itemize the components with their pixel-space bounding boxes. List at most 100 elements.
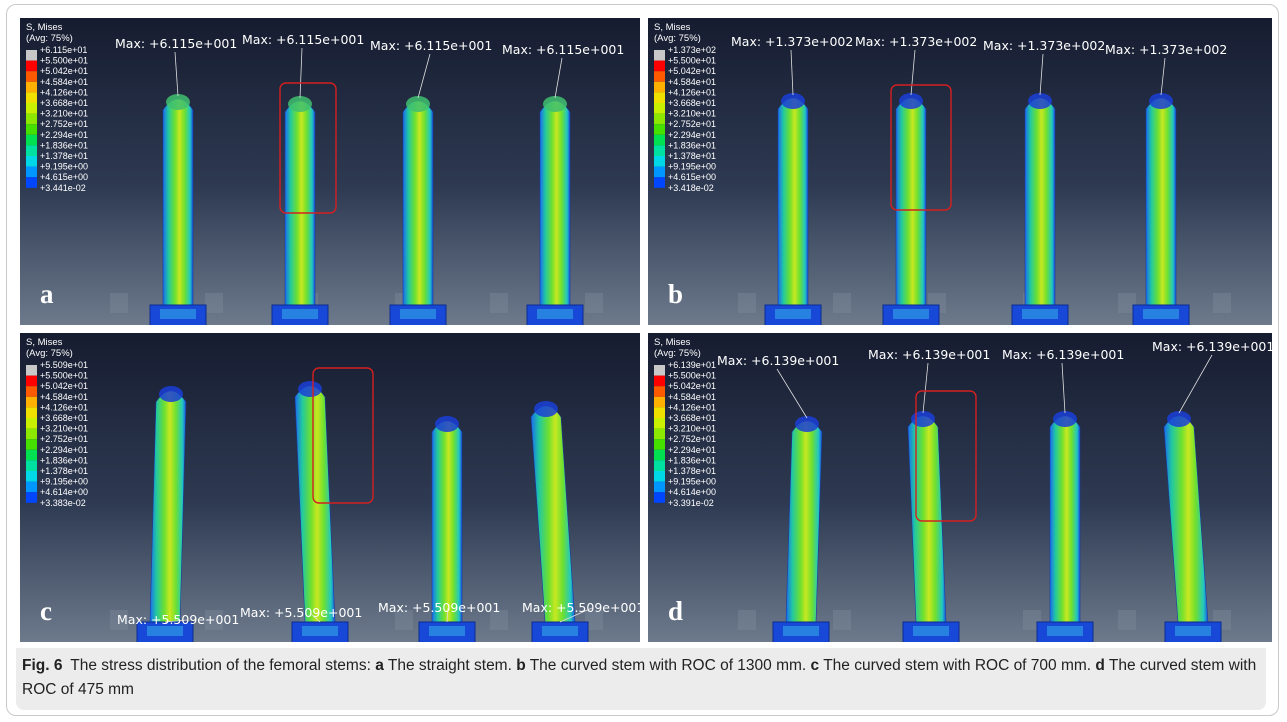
leader-line: [1039, 53, 1044, 96]
caption-item-label: b: [516, 657, 526, 674]
legend-value: +1.836e+01: [668, 455, 716, 465]
caption-item-text: The curved stem with ROC of 475 mm: [22, 657, 1257, 698]
legend-value: +9.195e+00: [668, 477, 716, 487]
legend-value: +1.836e+01: [40, 140, 88, 150]
legend-value: +1.378e+01: [668, 151, 716, 161]
legend-value: +4.584e+01: [40, 77, 88, 87]
legend-swatch: [654, 113, 665, 125]
max-label: Max: +6.139e+001: [868, 347, 990, 362]
legend-swatch: [654, 103, 665, 114]
legend-subtitle: (Avg: 75%): [654, 348, 701, 359]
stem-tip: [1053, 411, 1077, 427]
panel-letter: b: [668, 279, 683, 309]
legend-subtitle: (Avg: 75%): [26, 33, 73, 44]
stem-base-highlight: [1143, 309, 1179, 319]
floor-block: [1118, 293, 1136, 313]
leader-line: [554, 57, 563, 99]
stem-base-highlight: [429, 626, 465, 636]
background: [20, 18, 640, 325]
legend-value: +4.584e+01: [668, 392, 716, 402]
stem-tip: [406, 96, 430, 112]
legend-swatch: [654, 396, 665, 408]
legend-value: +3.668e+01: [668, 413, 716, 423]
legend-value: +3.210e+01: [668, 109, 716, 119]
femoral-stem: [539, 100, 571, 306]
legend-value: +4.126e+01: [40, 402, 88, 412]
legend-value: +4.614e+00: [40, 487, 88, 497]
background: [648, 333, 1272, 642]
leader-line: [164, 619, 188, 623]
legend-value: +1.373e+02: [668, 45, 716, 55]
legend-value: +5.500e+01: [668, 371, 716, 381]
legend-value: +2.294e+01: [668, 130, 716, 140]
leader-line: [776, 368, 808, 419]
legend-value: +2.752e+01: [40, 119, 88, 129]
legend-value: +3.668e+01: [40, 413, 88, 423]
stem-base-highlight: [893, 309, 929, 319]
legend-value: +4.584e+01: [40, 392, 88, 402]
legend-value: +9.195e+00: [668, 162, 716, 172]
leader-line: [1160, 57, 1166, 96]
legend-value: +3.391e-02: [668, 498, 714, 508]
legend-subtitle: (Avg: 75%): [654, 33, 701, 44]
leader-line: [309, 612, 321, 623]
legend-swatch: [26, 134, 37, 146]
leader-line: [559, 607, 593, 623]
legend-swatch: [654, 471, 665, 482]
max-label: Max: +6.115e+001: [502, 42, 624, 57]
caption-item-label: d: [1095, 657, 1105, 674]
legend-value: +1.378e+01: [40, 466, 88, 476]
legend-swatch: [26, 92, 37, 103]
leader-line: [299, 47, 303, 99]
leader-line: [790, 49, 794, 96]
legend-value: +3.441e-02: [40, 183, 86, 193]
floor-block: [738, 293, 756, 313]
caption-item-text: The curved stem with ROC of 1300 mm.: [529, 657, 807, 674]
floor-block: [833, 293, 851, 313]
caption-item-label: c: [810, 657, 820, 674]
legend-value: +2.752e+01: [668, 434, 716, 444]
legend-value: +5.500e+01: [40, 371, 88, 381]
max-label: Max: +1.373e+002: [983, 38, 1105, 53]
legend-swatch: [26, 103, 37, 114]
legend-value: +3.210e+01: [40, 109, 88, 119]
femoral-stem: [431, 420, 463, 623]
highlight-box: [890, 84, 952, 211]
fea-panel: Max: +1.373e+002 Max: +1.373e+002 Max: +1.…: [648, 18, 1272, 325]
stem-tip: [534, 401, 558, 417]
femoral-stem: [149, 390, 187, 623]
legend-value: +4.615e+00: [668, 172, 716, 182]
legend-value: +1.378e+01: [668, 466, 716, 476]
legend-swatch: [654, 156, 665, 167]
leader-line: [1178, 354, 1213, 414]
fea-panel: Max: +6.139e+001 Max: +6.139e+001 Max: +6.…: [648, 333, 1272, 642]
figure-number: Fig. 6: [22, 657, 63, 674]
legend-value: +2.294e+01: [40, 445, 88, 455]
leader-line: [922, 362, 929, 414]
floor-block: [1118, 610, 1136, 630]
legend-value: +4.126e+01: [668, 87, 716, 97]
max-label: Max: +6.115e+001: [242, 32, 364, 47]
legend-swatch: [26, 81, 37, 93]
stem-tip: [543, 96, 567, 112]
fea-image: Max: +6.139e+001 Max: +6.139e+001 Max: +6.…: [648, 333, 1272, 642]
femoral-stem: [777, 97, 809, 306]
leader-line: [1061, 362, 1066, 414]
legend-swatch: [26, 481, 37, 493]
legend-swatch: [654, 365, 665, 376]
legend-swatch: [26, 396, 37, 408]
legend-swatch: [26, 124, 37, 135]
legend-swatch: [654, 166, 665, 178]
stem-base-highlight: [537, 309, 573, 319]
stem-base-highlight: [1175, 626, 1211, 636]
stem-tip: [795, 416, 819, 432]
panel-letter: c: [40, 596, 52, 626]
leader-line: [910, 49, 916, 96]
legend-value: +2.752e+01: [40, 434, 88, 444]
legend-swatch: [26, 492, 37, 503]
floor-block: [1213, 293, 1231, 313]
floor-block: [110, 293, 128, 313]
stem-tip: [166, 94, 190, 110]
caption-item-text: The curved stem with ROC of 700 mm.: [823, 657, 1092, 674]
legend-swatch: [654, 60, 665, 72]
